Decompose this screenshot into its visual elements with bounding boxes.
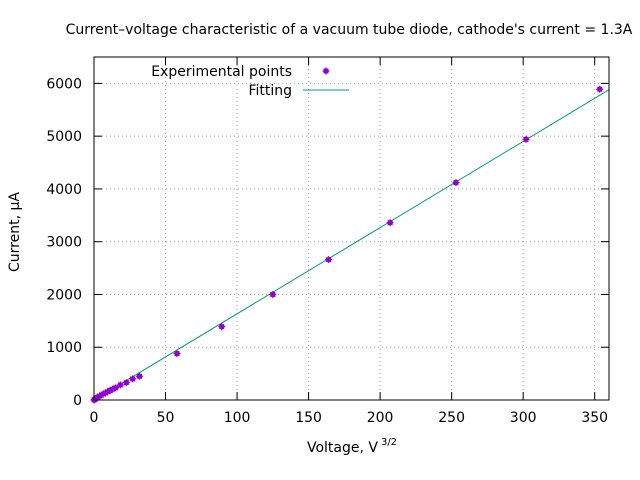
axis-ticks [93, 57, 609, 401]
y-tick-label: 1000 [46, 340, 82, 356]
x-tick-label: 100 [224, 410, 251, 426]
legend-label-fitting: Fitting [248, 83, 292, 99]
x-tick-label: 250 [438, 410, 465, 426]
y-tick-label: 4000 [46, 182, 82, 198]
data-point [452, 179, 460, 187]
plot-frame [93, 56, 610, 401]
data-point [386, 219, 394, 227]
x-tick-label: 200 [367, 410, 394, 426]
legend-point-marker [322, 67, 330, 75]
data-point [116, 381, 124, 389]
chart-title: Current–voltage characteristic of a vacu… [66, 22, 633, 38]
data-point [269, 290, 277, 298]
legend-marker-experimental-points [322, 67, 330, 75]
y-tick-labels: 0 1000 2000 3000 4000 5000 6000 [46, 76, 82, 409]
fitting-series [93, 89, 610, 401]
grid-lines [94, 57, 609, 400]
x-tick-labels: 0 50 100 150 200 250 300 350 [90, 410, 609, 426]
data-point [596, 85, 604, 93]
legend: Experimental points Fitting [151, 64, 349, 99]
y-tick-label: 0 [73, 393, 82, 409]
x-axis-label: Voltage, V 3/2 [307, 437, 397, 456]
data-point [111, 384, 119, 392]
data-point [173, 350, 181, 358]
data-point [129, 375, 137, 383]
x-tick-label: 0 [90, 410, 99, 426]
data-point [522, 135, 530, 143]
x-tick-label: 300 [510, 410, 537, 426]
x-axis-label-text: Voltage, V [307, 440, 378, 456]
data-point [325, 256, 333, 264]
fitting-line [93, 89, 610, 401]
y-tick-label: 6000 [46, 76, 82, 92]
y-tick-label: 3000 [46, 235, 82, 251]
legend-label-experimental-points: Experimental points [151, 64, 292, 80]
data-point [122, 379, 130, 387]
data-point [135, 372, 143, 380]
y-axis-label: Current, µA [7, 192, 23, 272]
x-tick-label: 350 [581, 410, 608, 426]
x-tick-label: 150 [295, 410, 322, 426]
experimental-points-series [90, 85, 604, 404]
x-tick-label: 50 [157, 410, 175, 426]
data-point [218, 323, 226, 331]
x-axis-label-exponent: 3/2 [381, 437, 397, 448]
y-tick-label: 2000 [46, 287, 82, 303]
y-tick-label: 5000 [46, 129, 82, 145]
